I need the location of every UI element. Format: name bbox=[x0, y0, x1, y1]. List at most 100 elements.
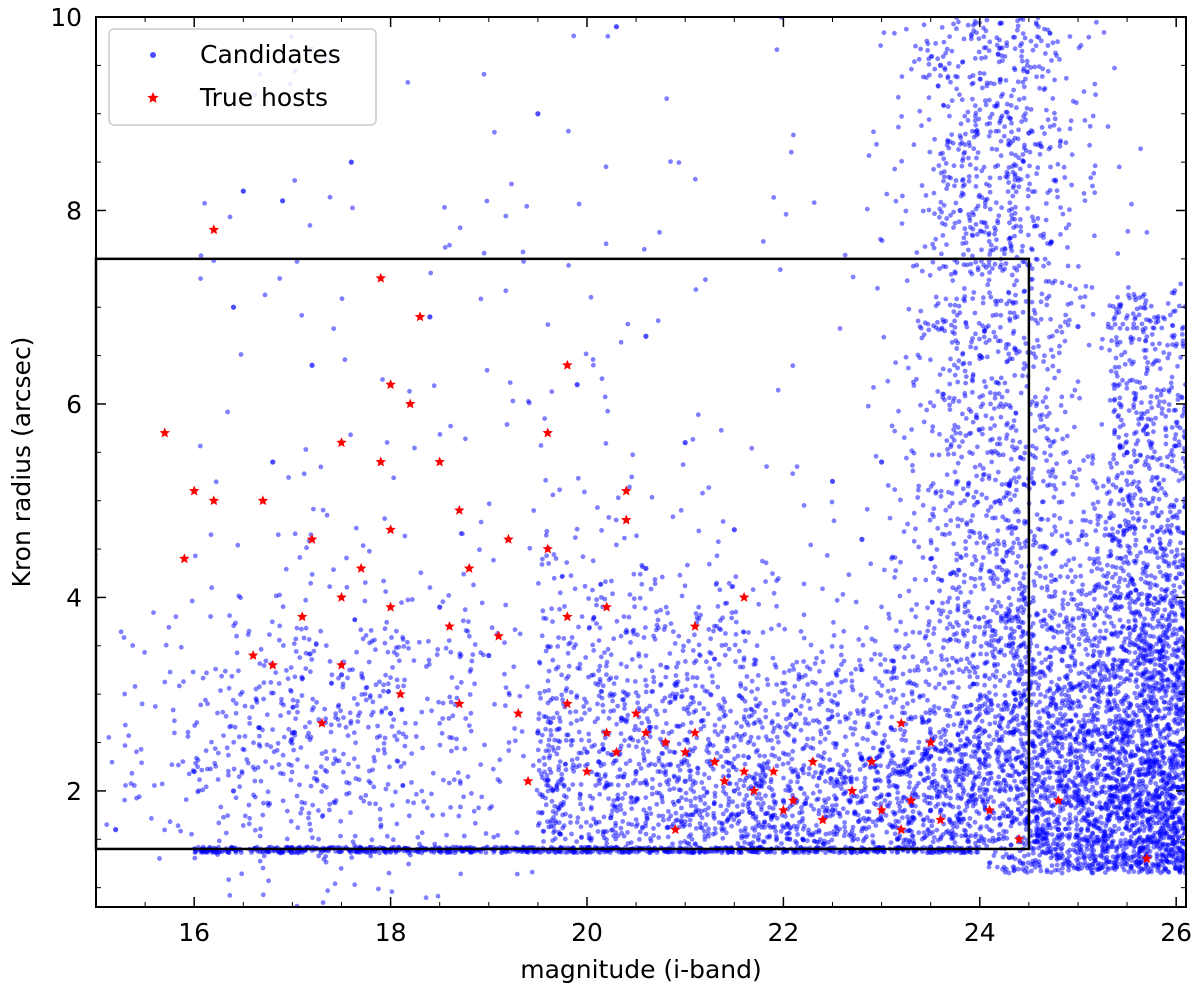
legend-label-true-hosts: True hosts bbox=[199, 83, 328, 112]
true-host-point bbox=[179, 553, 190, 564]
true-host-point bbox=[562, 698, 573, 709]
candidate-point bbox=[1026, 130, 1032, 136]
legend-frame bbox=[108, 28, 377, 126]
true-host-point bbox=[503, 533, 514, 544]
candidate-point bbox=[427, 314, 433, 320]
true-host-point bbox=[1141, 853, 1152, 864]
candidate-point bbox=[289, 730, 295, 736]
true-host-point bbox=[925, 737, 936, 747]
candidate-point bbox=[957, 207, 963, 214]
true-host-point bbox=[375, 272, 386, 283]
true-host-point bbox=[316, 717, 328, 728]
candidate-point bbox=[387, 849, 394, 855]
true-host-point bbox=[306, 533, 318, 544]
true-host-point bbox=[434, 456, 445, 467]
true-host-point bbox=[1013, 833, 1025, 844]
true-host-point bbox=[748, 785, 760, 796]
true-host-point bbox=[935, 814, 946, 825]
true-host-point bbox=[630, 708, 642, 718]
true-host-point bbox=[680, 746, 691, 757]
true-host-point bbox=[405, 398, 416, 409]
true-host-point bbox=[257, 495, 269, 506]
true-host-point bbox=[866, 756, 877, 767]
candidate-point bbox=[643, 333, 649, 339]
candidate-point bbox=[387, 710, 394, 717]
true-host-point bbox=[463, 562, 475, 573]
candidate-point bbox=[682, 440, 688, 446]
true-host-point bbox=[660, 737, 671, 747]
true-host-point bbox=[689, 621, 701, 631]
true-host-point bbox=[247, 650, 259, 660]
true-host-point bbox=[385, 601, 396, 612]
true-host-point bbox=[454, 698, 465, 709]
true-host-point bbox=[297, 611, 308, 622]
candidate-point bbox=[574, 382, 580, 388]
true-host-point bbox=[385, 524, 396, 535]
true-host-point bbox=[984, 804, 995, 815]
true-host-point bbox=[601, 727, 612, 738]
x-tick-label: 22 bbox=[767, 918, 799, 947]
true-host-point bbox=[689, 727, 701, 738]
true-host-point bbox=[189, 485, 200, 496]
true-host-point bbox=[336, 591, 347, 602]
candidate-point bbox=[1075, 323, 1081, 330]
true-host-point bbox=[444, 621, 455, 631]
x-tick-label: 16 bbox=[178, 918, 210, 947]
true-host-point bbox=[876, 804, 887, 815]
candidate-point bbox=[309, 362, 315, 368]
x-tick-label: 18 bbox=[375, 918, 407, 947]
candidate-point bbox=[535, 111, 541, 117]
legend-marker-candidates bbox=[150, 52, 156, 58]
true-host-point bbox=[522, 775, 534, 786]
legend-markers bbox=[147, 52, 159, 103]
true-host-point bbox=[817, 814, 828, 825]
candidate-point bbox=[937, 62, 944, 68]
true-host-point bbox=[768, 766, 779, 776]
candidate-point bbox=[1055, 827, 1061, 833]
candidate-point bbox=[1095, 691, 1101, 697]
candidate-point bbox=[1153, 788, 1160, 794]
true-host-point bbox=[159, 427, 170, 438]
true-host-point bbox=[611, 746, 622, 757]
true-host-point bbox=[621, 485, 632, 496]
y-tick-label: 8 bbox=[66, 196, 82, 225]
x-tick-label: 24 bbox=[964, 918, 996, 947]
true-host-point bbox=[414, 311, 426, 322]
true-host-point bbox=[581, 766, 593, 776]
candidate-point bbox=[113, 827, 119, 833]
candidate-point bbox=[977, 739, 983, 746]
true-host-point bbox=[846, 785, 858, 796]
candidate-point bbox=[270, 459, 276, 465]
true-host-point bbox=[905, 795, 917, 805]
candidate-point bbox=[878, 459, 885, 465]
true-host-point bbox=[1053, 795, 1064, 805]
candidates-density-cloud bbox=[96, 17, 1186, 907]
candidate-point bbox=[613, 24, 620, 30]
true-host-point bbox=[719, 775, 730, 786]
true-host-point bbox=[208, 224, 220, 235]
candidate-point bbox=[643, 565, 649, 572]
candidate-point bbox=[584, 749, 590, 755]
candidate-point bbox=[348, 159, 354, 165]
y-tick-label: 4 bbox=[66, 583, 82, 612]
true-host-point bbox=[493, 630, 504, 641]
candidate-point bbox=[780, 797, 786, 804]
true-host-point bbox=[778, 804, 789, 815]
y-tick-label: 10 bbox=[50, 3, 82, 32]
legend: Candidates True hosts bbox=[108, 28, 377, 126]
true-host-point bbox=[513, 708, 524, 718]
candidate-point bbox=[977, 352, 983, 359]
true-host-point bbox=[562, 611, 573, 622]
candidate-point bbox=[1124, 449, 1130, 455]
true-host-point bbox=[709, 756, 720, 767]
legend-label-candidates: Candidates bbox=[200, 40, 341, 69]
true-host-point bbox=[562, 359, 573, 370]
y-tick-label: 6 bbox=[66, 390, 82, 419]
candidate-point bbox=[633, 768, 639, 775]
y-axis-label: Kron radius (arcsec) bbox=[7, 337, 36, 588]
candidate-point bbox=[996, 498, 1003, 504]
candidate-point bbox=[535, 730, 541, 736]
y-tick-label: 2 bbox=[66, 777, 82, 806]
true-host-point bbox=[267, 659, 278, 670]
candidate-point bbox=[928, 807, 934, 813]
